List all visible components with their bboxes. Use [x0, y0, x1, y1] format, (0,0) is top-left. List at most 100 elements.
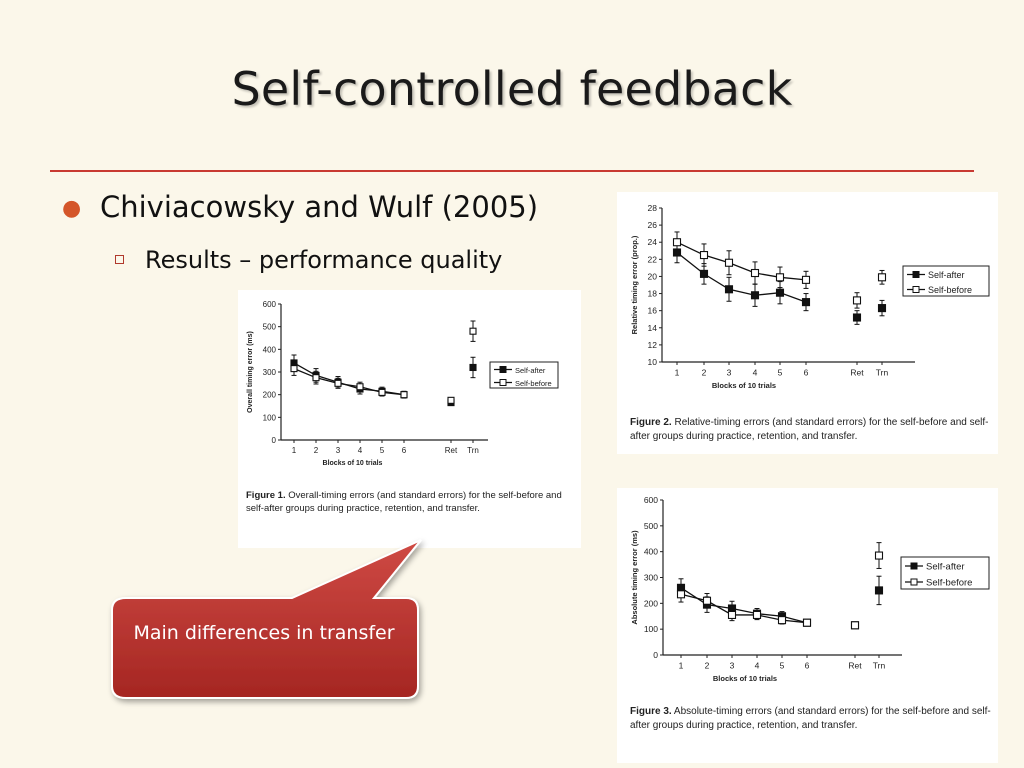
- y-tick-label: 500: [263, 323, 277, 332]
- legend-label: Self-before: [515, 379, 552, 388]
- figure-1: 0 100 200 300 400 500 600 1 2 3 4 5 6 Ret Trn Blocks of…: [238, 290, 581, 548]
- figure-3-chart: 0 100 200 300 400 500 600 1 2 3 4 5 6 Ret Trn Blocks of…: [630, 495, 990, 683]
- y-tick-label: 16: [648, 306, 658, 316]
- y-axis-label: Absolute timing error (ms): [630, 530, 639, 625]
- callout-shape: [111, 539, 422, 699]
- self-before-point: [850, 621, 860, 630]
- self-before-point: [750, 268, 760, 278]
- x-tick-label: 5: [780, 661, 785, 671]
- x-axis-label: Blocks of 10 trials: [712, 381, 776, 390]
- y-tick-label: 400: [644, 547, 658, 557]
- x-tick-label: Trn: [467, 446, 479, 455]
- figure-2-caption-text: Relative-timing errors (and standard err…: [630, 417, 989, 442]
- y-tick-label: 26: [648, 220, 658, 230]
- callout-text: Main differences in transfer: [133, 622, 395, 644]
- figure-2-caption: Figure 2. Relative-timing errors (and st…: [630, 416, 992, 443]
- y-tick-label: 200: [644, 598, 658, 608]
- self-after-point: [775, 288, 785, 297]
- self-before-point: [752, 610, 762, 620]
- legend-label: Self-after: [928, 270, 965, 280]
- series-line-self-before: [293, 367, 405, 396]
- y-tick-label: 20: [648, 271, 658, 281]
- y-tick-label: 300: [644, 573, 658, 583]
- x-tick-label: 6: [402, 446, 407, 455]
- legend-label: Self-before: [928, 285, 972, 295]
- x-axis-label: Blocks of 10 trials: [323, 460, 383, 467]
- figure-2: 10 12 14 16 18 20 22 24 26 28 1 2 3 4 5 6 Ret Trn Blocks o…: [617, 192, 998, 454]
- figure-1-chart: 0 100 200 300 400 500 600 1 2 3 4 5 6 Ret Trn Blocks of…: [247, 300, 559, 467]
- y-axis-label: Overall timing error (ms): [247, 331, 254, 413]
- series-line-self-after: [293, 362, 405, 396]
- legend-marker: [910, 578, 918, 586]
- x-axis-label: Blocks of 10 trials: [713, 674, 777, 683]
- self-before-point: [724, 258, 734, 267]
- legend-marker: [912, 286, 920, 293]
- y-tick-label: 28: [648, 203, 658, 213]
- figure-1-caption: Figure 1. Overall-timing errors (and sta…: [246, 490, 571, 516]
- x-tick-label: 2: [702, 368, 707, 378]
- y-tick-label: 100: [263, 413, 277, 422]
- y-axis-label: Relative timing error (prop.): [630, 235, 639, 334]
- y-tick-label: 400: [263, 345, 277, 354]
- figure-3-label: Figure 3.: [630, 706, 672, 717]
- self-before-point: [727, 610, 737, 620]
- x-tick-label: 6: [805, 661, 810, 671]
- self-before-point: [775, 273, 785, 282]
- slide-title: Self-controlled feedback: [231, 62, 793, 116]
- y-tick-label: 0: [272, 436, 277, 445]
- legend-marker: [499, 379, 507, 386]
- series-line-self-before: [680, 593, 808, 624]
- series-line-self-after: [676, 251, 807, 303]
- x-tick-label: 6: [804, 368, 809, 378]
- x-tick-label: 4: [755, 661, 760, 671]
- self-before-point: [312, 374, 320, 382]
- sub-bullet-square-icon: [115, 255, 124, 264]
- x-tick-label: 2: [705, 661, 710, 671]
- y-tick-label: 18: [648, 289, 658, 299]
- y-tick-label: 12: [648, 340, 658, 350]
- x-tick-label: 1: [675, 368, 680, 378]
- self-before-point: [852, 296, 862, 305]
- x-tick-label: 5: [380, 446, 385, 455]
- self-before-point: [290, 365, 298, 373]
- y-tick-label: 100: [644, 624, 658, 634]
- self-before-point: [699, 251, 709, 260]
- self-after-point: [852, 313, 862, 322]
- self-after-point: [801, 298, 811, 307]
- y-tick-label: 600: [644, 495, 658, 505]
- x-tick-label: Ret: [445, 446, 458, 455]
- x-tick-label: Ret: [850, 368, 864, 378]
- y-tick-label: 200: [263, 391, 277, 400]
- self-after-point: [469, 363, 477, 372]
- legend-marker: [499, 366, 507, 373]
- legend-label: Self-before: [926, 578, 972, 589]
- self-before-point: [801, 275, 811, 284]
- self-before-point: [672, 238, 682, 247]
- self-before-point: [874, 551, 884, 560]
- y-tick-label: 10: [648, 357, 658, 367]
- self-after-point: [750, 291, 760, 300]
- self-before-point: [702, 596, 712, 605]
- self-after-point: [877, 304, 887, 313]
- self-before-point: [378, 388, 386, 396]
- x-tick-label: 3: [727, 368, 732, 378]
- y-tick-label: 600: [263, 300, 277, 309]
- series-line-self-after: [680, 587, 808, 624]
- legend-marker: [912, 271, 920, 278]
- figure-3-caption-text: Absolute-timing errors (and standard err…: [630, 706, 991, 731]
- x-tick-label: 1: [679, 661, 684, 671]
- x-tick-label: 1: [292, 446, 297, 455]
- self-before-point: [356, 383, 364, 391]
- title-divider: [50, 170, 974, 172]
- figure-1-caption-text: Overall-timing errors (and standard erro…: [246, 490, 562, 514]
- self-after-point: [724, 285, 734, 294]
- x-tick-label: 2: [314, 446, 319, 455]
- x-tick-label: Trn: [876, 368, 889, 378]
- x-tick-label: 4: [358, 446, 363, 455]
- sub-bullet-text: Results – performance quality: [145, 246, 503, 274]
- y-tick-label: 300: [263, 368, 277, 377]
- bullet-text: Chiviacowsky and Wulf (2005): [100, 190, 539, 224]
- legend-label: Self-after: [515, 366, 546, 375]
- self-after-point: [699, 269, 709, 278]
